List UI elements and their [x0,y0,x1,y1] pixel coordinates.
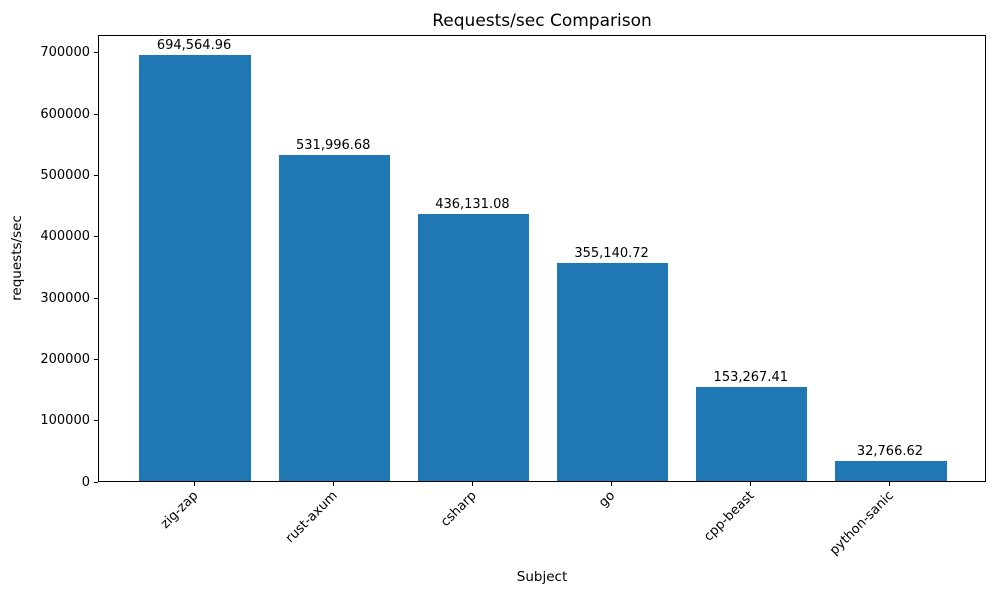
chart-title: Requests/sec Comparison [432,11,652,31]
y-tick-mark [94,175,98,177]
x-tick-mark [750,482,752,486]
x-tick-label-cpp-beast: cpp-beast [701,488,758,545]
y-tick-label: 0 [81,474,90,490]
y-tick-mark [94,481,98,483]
y-tick-mark [94,113,98,115]
plot-area [98,35,986,482]
bar-python-sanic [835,460,947,481]
y-tick-label: 200000 [40,351,90,367]
x-tick-mark [471,482,473,486]
x-tick-label-go: go [596,488,619,511]
y-tick-label: 300000 [40,290,90,306]
bar-value-label: 694,564.96 [156,38,232,54]
y-tick-mark [94,236,98,238]
bar-cpp-beast [696,387,808,481]
y-tick-label: 100000 [40,413,90,429]
x-tick-mark [193,482,195,486]
bar-value-label: 355,140.72 [574,246,649,262]
bar-rust-axum [278,154,390,481]
y-tick-label: 500000 [40,168,90,184]
y-tick-label: 600000 [40,106,90,122]
x-tick-mark [611,482,613,486]
y-tick-mark [94,420,98,422]
bar-go [556,263,669,481]
x-tick-label-python-sanic: python-sanic [826,488,897,559]
bar-value-label: 153,267.41 [713,370,788,386]
bar-value-label: 32,766.62 [856,443,924,459]
x-axis-label: Subject [516,569,568,585]
y-tick-label: 400000 [40,229,90,245]
x-tick-mark [332,482,334,486]
x-tick-mark [889,482,891,486]
bar-csharp [417,213,530,481]
y-tick-mark [94,52,98,54]
bar-zig-zap [139,55,251,481]
y-tick-mark [94,297,98,299]
bar-value-label: 436,131.08 [435,196,510,212]
y-axis-label: requests/sec [9,215,25,301]
y-tick-mark [94,358,98,360]
bar-value-label: 531,996.68 [296,137,371,153]
y-tick-label: 700000 [40,45,90,61]
x-tick-label-zig-zap: zig-zap [157,488,201,532]
x-tick-label-csharp: csharp [437,488,480,530]
x-tick-label-rust-axum: rust-axum [282,488,341,547]
